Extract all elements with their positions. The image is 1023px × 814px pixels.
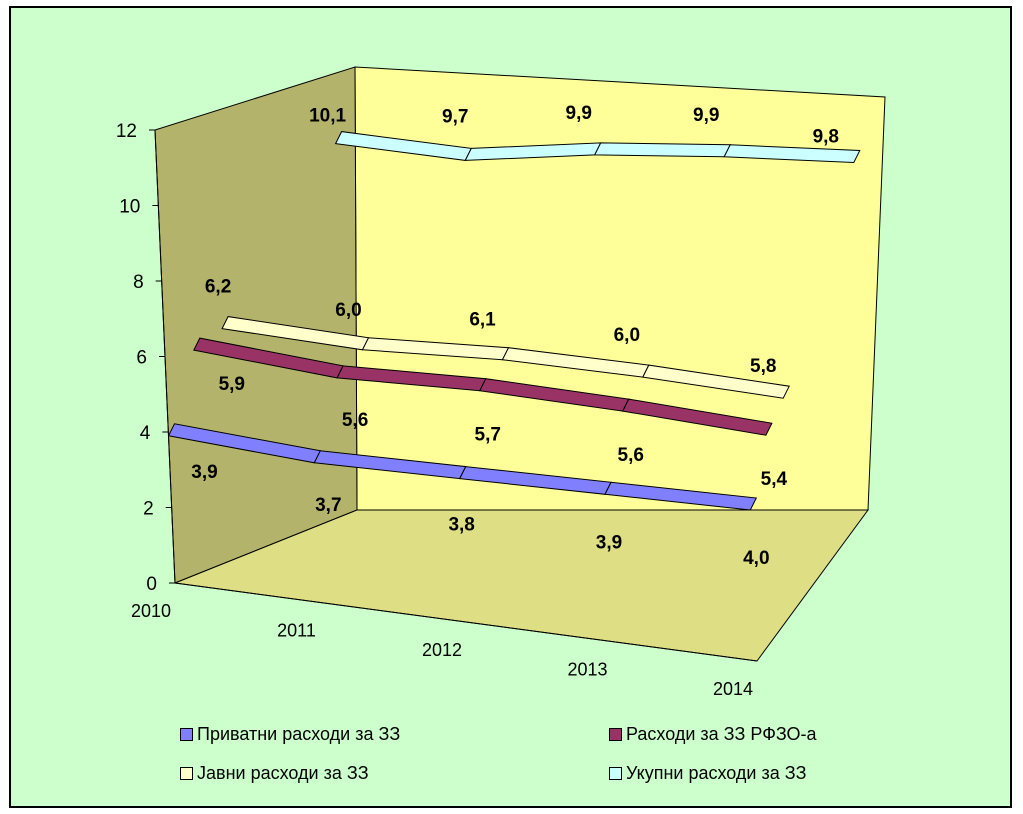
- series-3-segment: [723, 144, 861, 164]
- data-label: 5,9: [219, 374, 245, 395]
- data-label: 4,0: [743, 548, 769, 569]
- x-axis-line: [174, 582, 758, 662]
- data-label: 5,4: [761, 469, 788, 490]
- x-tick-label: 2011: [277, 621, 316, 641]
- data-label: 6,0: [614, 325, 640, 346]
- data-label: 5,7: [475, 425, 501, 446]
- y-tick-label: 4: [140, 423, 151, 444]
- x-tick-label: 2010: [131, 601, 171, 621]
- legend-swatch-total: [609, 767, 622, 780]
- legend-swatch-private: [180, 728, 193, 741]
- series-1-segment: [621, 398, 773, 436]
- data-label: 9,8: [813, 127, 839, 148]
- legend: Приватни расходи за ЗЗ Расходи за ЗЗ РФЗ…: [0, 724, 1023, 804]
- data-label: 9,9: [566, 103, 592, 124]
- series-0-segment: [604, 481, 758, 511]
- data-label: 9,9: [693, 105, 719, 126]
- data-label: 6,1: [469, 310, 496, 331]
- legend-item-total: Укупни расходи за ЗЗ: [609, 763, 806, 784]
- y-tick-label: 8: [133, 272, 144, 293]
- data-label: 6,0: [335, 300, 361, 321]
- y-tick-label: 0: [146, 574, 157, 595]
- x-tick-label: 2012: [422, 640, 462, 660]
- data-label: 5,6: [618, 445, 644, 466]
- x-tick-label: 2014: [713, 679, 753, 699]
- data-label: 6,2: [205, 277, 231, 298]
- data-label: 3,7: [315, 495, 341, 516]
- data-label: 3,8: [448, 515, 474, 536]
- data-label: 5,8: [750, 356, 776, 377]
- y-tick-label: 2: [143, 499, 154, 520]
- data-label: 3,9: [596, 532, 622, 553]
- y-tick-label: 10: [119, 197, 140, 218]
- legend-label-total: Укупни расходи за ЗЗ: [626, 763, 807, 783]
- y-tick-label: 6: [136, 348, 147, 369]
- x-tick-label: 2013: [567, 660, 607, 680]
- legend-item-private: Приватни расходи за ЗЗ: [180, 724, 400, 745]
- series-2-segment: [642, 364, 790, 399]
- y-tick-label: 12: [116, 121, 137, 142]
- series-3-segment: [593, 142, 732, 158]
- legend-label-rfzo: Расходи за ЗЗ РФЗО-а: [626, 724, 817, 744]
- legend-item-rfzo: Расходи за ЗЗ РФЗО-а: [609, 724, 817, 745]
- back-wall: [354, 66, 886, 511]
- legend-swatch-public: [180, 767, 193, 780]
- data-label: 3,9: [191, 462, 217, 483]
- data-label: 9,7: [442, 106, 468, 127]
- legend-swatch-rfzo: [609, 728, 622, 741]
- legend-item-public: Јавни расходи за ЗЗ: [180, 763, 369, 784]
- data-label: 5,6: [342, 410, 368, 431]
- legend-label-private: Приватни расходи за ЗЗ: [197, 724, 401, 744]
- data-label: 10,1: [309, 106, 346, 127]
- legend-label-public: Јавни расходи за ЗЗ: [197, 763, 369, 783]
